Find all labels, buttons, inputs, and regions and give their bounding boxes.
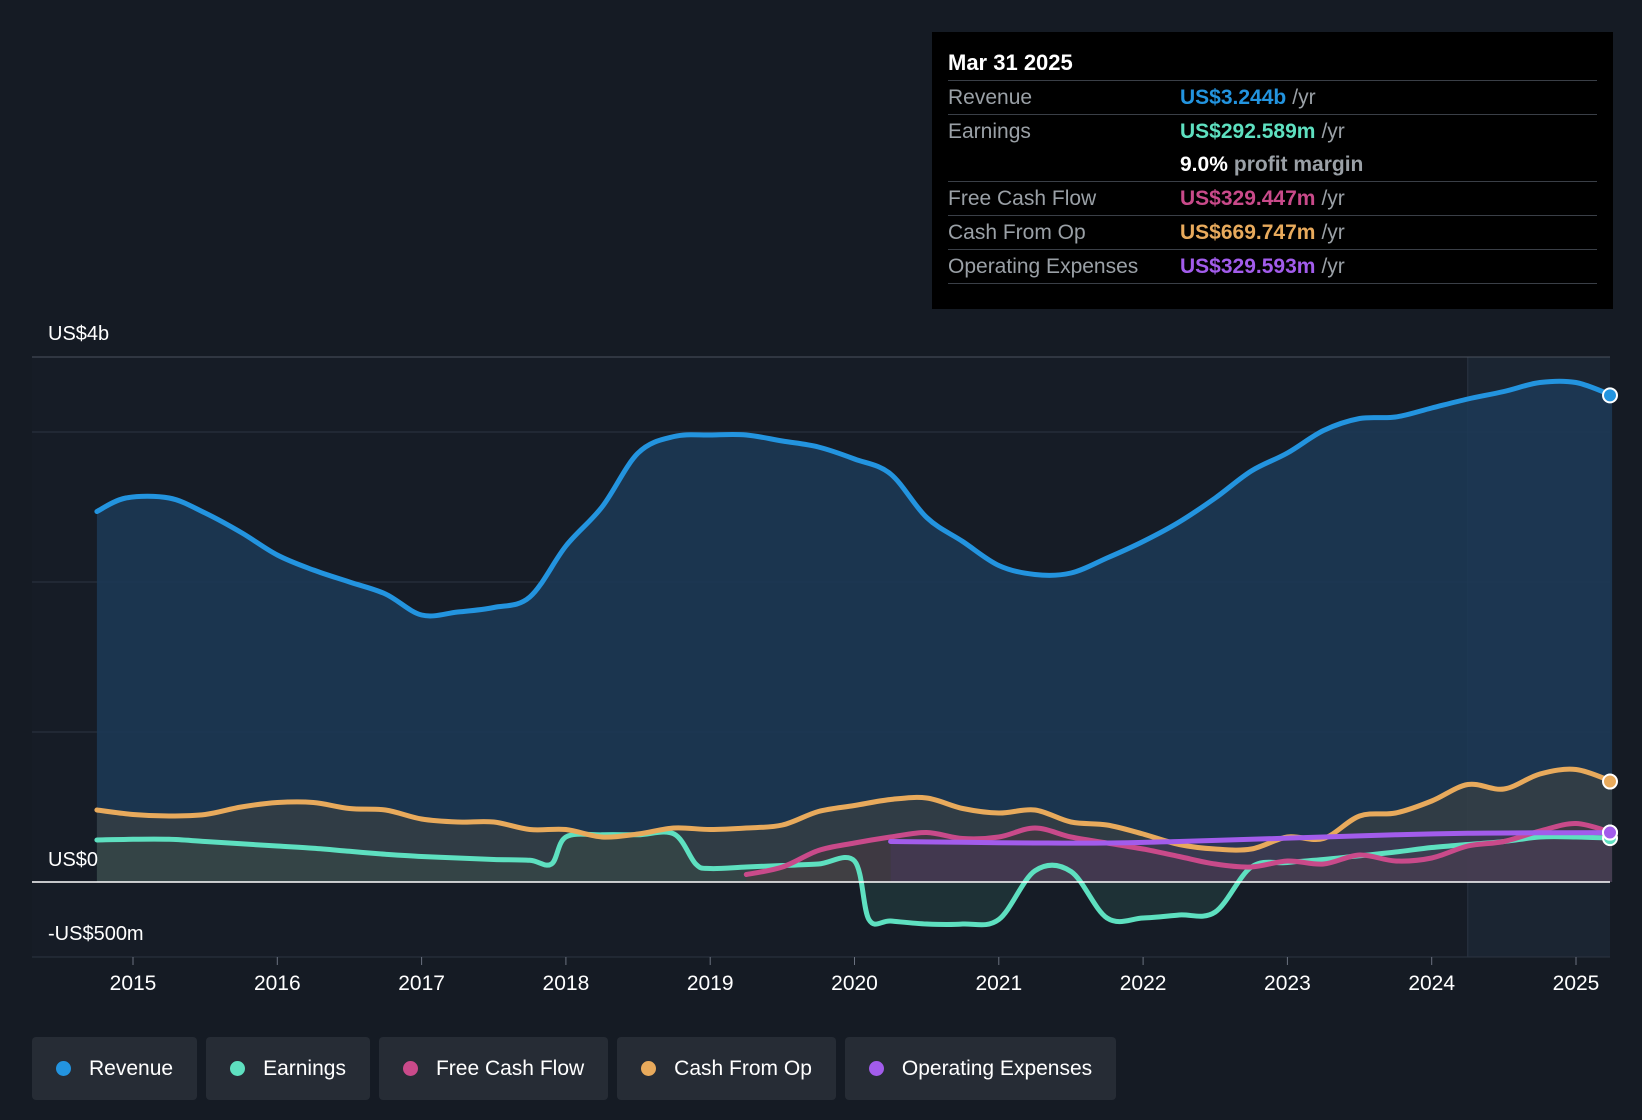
tooltip-label	[948, 148, 1180, 181]
x-tick-label: 2017	[398, 972, 445, 995]
tooltip-row-margin: 9.0% profit margin	[948, 148, 1597, 182]
tooltip-unit: /yr	[1321, 120, 1345, 143]
legend-item-earnings[interactable]: Earnings	[206, 1037, 370, 1100]
x-tick-label: 2015	[110, 972, 157, 995]
x-tick-label: 2022	[1120, 972, 1167, 995]
x-tick-label: 2024	[1408, 972, 1455, 995]
legend-item-operating-expenses[interactable]: Operating Expenses	[844, 1037, 1117, 1100]
tooltip-unit: profit margin	[1233, 153, 1364, 176]
legend-label: Earnings	[263, 1056, 346, 1080]
legend-label: Free Cash Flow	[435, 1056, 585, 1080]
y-label-top: US$4b	[48, 323, 109, 345]
x-tick-label: 2019	[687, 972, 734, 995]
tooltip-value: US$669.747m	[1180, 221, 1316, 244]
x-tick-label: 2020	[831, 972, 878, 995]
area-free-cash-flow	[746, 823, 1613, 882]
dot-icon	[56, 1061, 71, 1076]
x-tick-label: 2016	[254, 972, 301, 995]
tooltip-unit: /yr	[1292, 86, 1316, 109]
series-line-revenue	[94, 378, 1615, 619]
tooltip-row-opex: Operating Expenses US$329.593m /yr	[948, 250, 1597, 284]
tooltip-label: Revenue	[948, 86, 1033, 109]
legend: Revenue Earnings Free Cash Flow Cash Fro…	[32, 1037, 1117, 1100]
endpoint-operating-expenses	[1602, 824, 1618, 841]
tooltip-row-cfo: Cash From Op US$669.747m /yr	[948, 216, 1597, 250]
x-tick-label: 2023	[1264, 972, 1311, 995]
tooltip-value: US$329.447m	[1180, 187, 1316, 210]
x-tick-label: 2021	[975, 972, 1022, 995]
legend-item-cash-from-op[interactable]: Cash From Op	[617, 1037, 836, 1100]
dot-icon	[402, 1061, 418, 1076]
dot-icon	[230, 1061, 246, 1076]
series-line-operating-expenses	[888, 830, 1615, 846]
area-earnings	[96, 831, 1613, 925]
x-tick-label: 2018	[543, 972, 590, 995]
legend-label: Operating Expenses	[901, 1056, 1093, 1080]
tooltip-row-revenue: Revenue US$3.244b /yr	[948, 81, 1597, 115]
tooltip-row-fcf: Free Cash Flow US$329.447m /yr	[948, 182, 1597, 216]
y-label-zero: US$0	[48, 849, 98, 871]
tooltip-row-earnings: Earnings US$292.589m /yr	[948, 115, 1597, 148]
tooltip: Mar 31 2025 Revenue US$3.244b /yr Earnin…	[932, 32, 1613, 309]
tooltip-value: US$329.593m	[1180, 255, 1316, 278]
legend-label: Revenue	[89, 1056, 174, 1080]
x-axis: 2015 2016 2017 2018 2019 2020 2021 2022 2023 2024…	[110, 957, 1600, 995]
area-revenue	[96, 381, 1613, 882]
tooltip-unit: /yr	[1321, 255, 1345, 278]
y-label-bottom: -US$500m	[48, 923, 144, 945]
tooltip-value: US$292.589m	[1180, 120, 1316, 143]
endpoint-revenue	[1602, 387, 1618, 404]
series-line-cash-from-op	[94, 766, 1615, 853]
tooltip-value: US$3.244b	[1180, 86, 1287, 109]
tooltip-date: Mar 31 2025	[948, 46, 1597, 81]
legend-item-revenue[interactable]: Revenue	[32, 1037, 198, 1100]
endpoint-cash-from-op	[1602, 773, 1618, 790]
x-tick-label: 2025	[1553, 972, 1600, 995]
legend-label: Cash From Op	[674, 1056, 812, 1080]
tooltip-label: Cash From Op	[948, 221, 1086, 244]
area-cash-from-op	[96, 769, 1613, 882]
tooltip-unit: /yr	[1321, 187, 1345, 210]
legend-item-free-cash-flow[interactable]: Free Cash Flow	[378, 1037, 609, 1100]
tooltip-label: Earnings	[948, 120, 1031, 143]
chart-endpoints	[1602, 387, 1618, 847]
dot-icon	[868, 1061, 884, 1076]
tooltip-label: Operating Expenses	[948, 255, 1139, 278]
dot-icon	[641, 1061, 657, 1076]
tooltip-value: 9.0%	[1180, 153, 1228, 176]
series-line-free-cash-flow	[743, 820, 1615, 877]
tooltip-unit: /yr	[1321, 221, 1345, 244]
tooltip-label: Free Cash Flow	[948, 187, 1097, 210]
chart-lines	[32, 378, 1615, 928]
chart-canvas: 2015 2016 2017 2018 2019 2020 2021 2022 2023 2024…	[32, 323, 1618, 995]
